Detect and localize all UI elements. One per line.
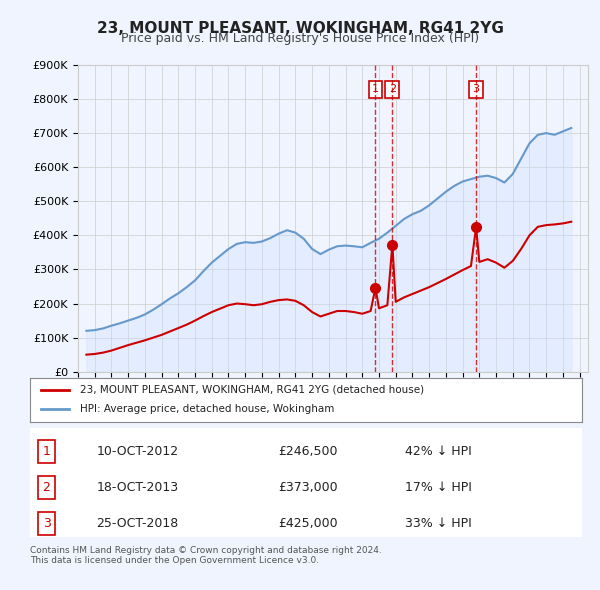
- Text: 17% ↓ HPI: 17% ↓ HPI: [406, 481, 472, 494]
- Text: £246,500: £246,500: [278, 445, 338, 458]
- Text: Price paid vs. HM Land Registry's House Price Index (HPI): Price paid vs. HM Land Registry's House …: [121, 32, 479, 45]
- Text: 1: 1: [372, 84, 379, 94]
- Text: 23, MOUNT PLEASANT, WOKINGHAM, RG41 2YG (detached house): 23, MOUNT PLEASANT, WOKINGHAM, RG41 2YG …: [80, 385, 424, 395]
- Text: 2: 2: [43, 481, 50, 494]
- Text: 3: 3: [473, 84, 479, 94]
- Text: 3: 3: [43, 517, 50, 530]
- Text: £425,000: £425,000: [278, 517, 338, 530]
- Text: £373,000: £373,000: [278, 481, 338, 494]
- Text: 42% ↓ HPI: 42% ↓ HPI: [406, 445, 472, 458]
- Text: 23, MOUNT PLEASANT, WOKINGHAM, RG41 2YG: 23, MOUNT PLEASANT, WOKINGHAM, RG41 2YG: [97, 21, 503, 35]
- Text: 10-OCT-2012: 10-OCT-2012: [96, 445, 178, 458]
- Text: 33% ↓ HPI: 33% ↓ HPI: [406, 517, 472, 530]
- Text: HPI: Average price, detached house, Wokingham: HPI: Average price, detached house, Woki…: [80, 405, 334, 414]
- Text: 25-OCT-2018: 25-OCT-2018: [96, 517, 178, 530]
- Text: 2: 2: [389, 84, 396, 94]
- Text: Contains HM Land Registry data © Crown copyright and database right 2024.
This d: Contains HM Land Registry data © Crown c…: [30, 546, 382, 565]
- Text: 1: 1: [43, 445, 50, 458]
- Text: 18-OCT-2013: 18-OCT-2013: [96, 481, 178, 494]
